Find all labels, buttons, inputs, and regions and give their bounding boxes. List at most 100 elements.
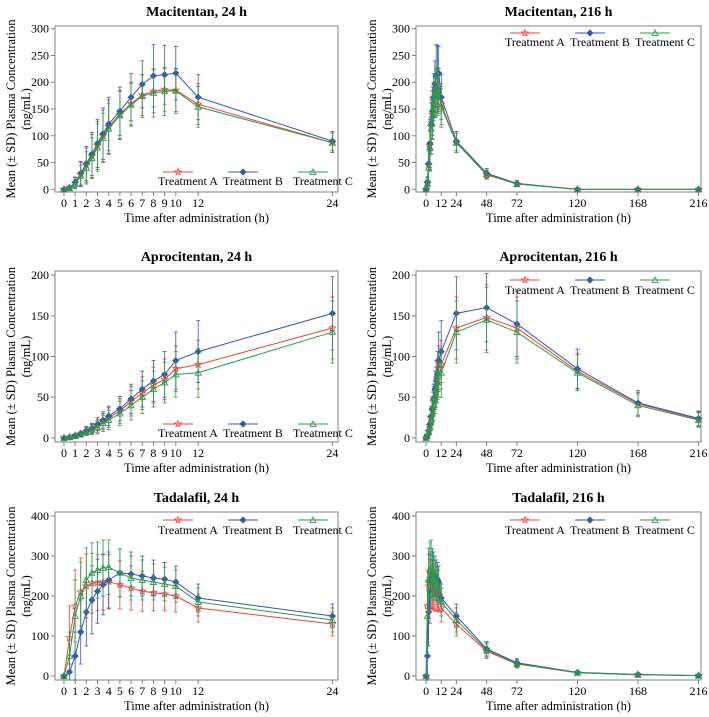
data-point [694,671,703,679]
data-point [99,564,107,571]
data-point [428,111,437,119]
data-point [149,385,158,392]
x-tick-label: 1 [72,196,78,210]
y-tick-label: 400 [392,509,410,523]
y-tick-label: 200 [392,589,410,603]
y-tick-label: 50 [398,156,410,170]
data-point [60,672,68,680]
series-line [425,580,699,677]
legend-label: Treatment B [223,174,283,188]
x-tick-label: 1 [72,684,78,698]
data-point [634,185,642,193]
x-tick-label: 10 [170,446,182,460]
data-point [434,370,443,378]
x-tick-label: 0 [423,684,429,698]
series-line [63,566,333,677]
legend-marker [309,516,317,523]
y-axis-label-line-1: Mean (± SD) Plasma Concentration [4,19,18,199]
data-point [99,419,107,427]
series-treatment-a [421,553,703,680]
data-point [82,576,91,583]
data-point [88,568,96,576]
data-point [76,430,85,438]
data-point [423,432,432,440]
series-treatment-b [422,548,703,681]
data-point [424,576,433,583]
data-point [437,368,445,376]
data-point [694,416,703,423]
x-tick-label: 8 [150,684,156,698]
y-tick-label: 200 [31,268,49,282]
data-point [104,416,113,423]
y-tick-label: 50 [37,390,49,404]
legend-marker [239,168,247,176]
y-tick-label: 200 [392,75,410,89]
x-tick-label: 72 [511,196,523,210]
series-treatment-c [60,66,337,193]
x-tick-label: 2 [83,446,89,460]
data-point [99,133,107,141]
y-tick-label: 50 [398,390,410,404]
x-tick-label: 72 [511,684,523,698]
x-tick-label: 120 [568,684,586,698]
y-tick-label: 100 [31,629,49,643]
data-point [433,378,442,386]
data-point [76,592,85,599]
data-point [513,659,521,667]
data-point [71,180,79,187]
y-axis-label: Mean (± SD) Plasma Concentration(ng/mL) [365,266,394,446]
y-tick-label: 300 [31,22,49,36]
data-point [194,368,202,376]
legend-label: Treatment A [505,523,565,537]
x-tick-label: 7 [139,684,145,698]
y-axis-label-line-2: (ng/mL) [19,575,33,617]
data-point [513,328,521,335]
x-tick-label: 12 [192,684,204,698]
legend-label: Treatment C [293,523,353,537]
x-tick-label: 10 [170,196,182,210]
x-tick-label: 5 [117,196,123,210]
legend: Treatment A Treatment B Treatment C [158,419,353,440]
data-point [104,124,113,132]
y-axis-label-line-1: Mean (± SD) Plasma Concentration [4,506,18,686]
data-point [116,111,124,119]
data-point [93,423,102,431]
legend: Treatment A Treatment B Treatment C [158,515,353,537]
data-point [160,378,169,386]
legend-label: Treatment C [635,35,695,49]
x-tick-label: 0 [61,196,67,210]
data-point [88,425,96,433]
x-tick-label: 48 [481,684,493,698]
legend-marker [651,276,659,283]
y-axis-label-line-2: (ng/mL) [19,88,33,130]
data-point [149,89,158,96]
chart-title: Aprocitentan, 24 h [141,250,253,265]
data-point [328,138,337,146]
legend-label: Treatment C [635,283,695,297]
x-tick-label: 216 [689,684,707,698]
x-tick-label: 3 [95,684,101,698]
legend-marker [173,167,183,176]
x-tick-label: 24 [450,446,462,460]
data-point [104,563,113,571]
legend-marker [651,29,659,36]
y-tick-label: 200 [31,75,49,89]
y-axis-label-line-1: Mean (± SD) Plasma Concentration [4,266,18,446]
legend-marker [173,515,183,524]
data-point [71,652,79,660]
x-tick-label: 120 [568,446,586,460]
data-point [573,368,582,376]
x-tick-label: 6 [128,684,134,698]
data-point [513,180,521,187]
series-line [425,307,699,439]
x-tick-label: 0 [61,684,67,698]
data-point [422,672,430,679]
x-tick-label: 9 [162,684,168,698]
legend-label: Treatment B [570,35,630,49]
data-point [116,409,124,417]
series-treatment-a [421,67,703,193]
data-point [328,328,337,335]
chart-title: Macitentan, 216 h [505,5,613,20]
y-axis-label-line-2: (ng/mL) [380,336,394,378]
